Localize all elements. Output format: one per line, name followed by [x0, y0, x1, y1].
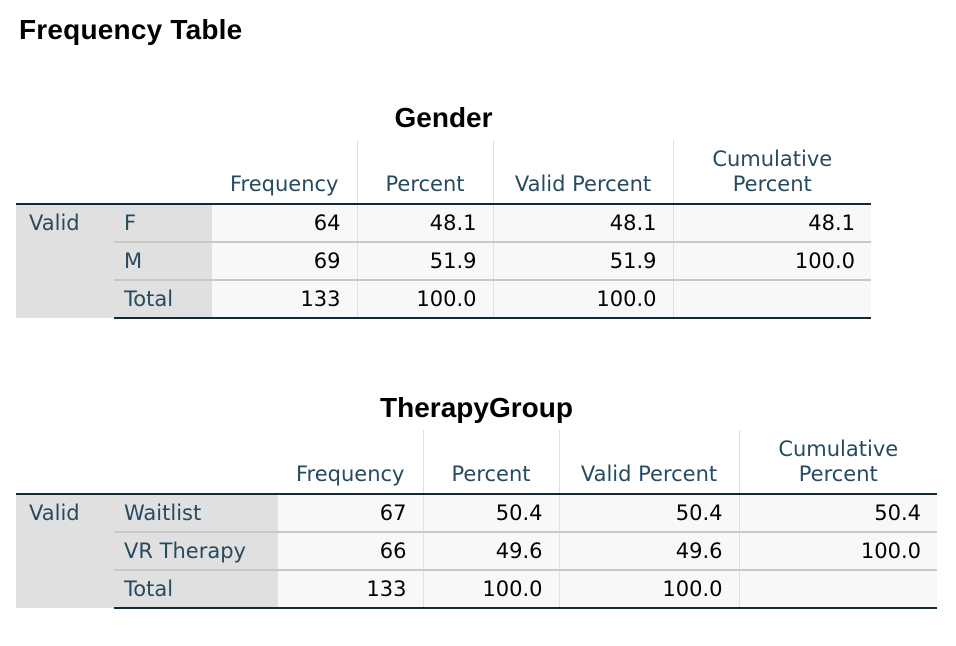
valid-percent-cell: 51.9 — [492, 242, 673, 281]
page-title: Frequency Table — [19, 14, 243, 45]
column-header-valid-percent: Valid Percent — [558, 430, 739, 494]
gender-frequency-table: Gender Frequency Percent Valid Percent C… — [16, 98, 871, 319]
row-label: M — [114, 242, 212, 281]
frequency-cell: 64 — [212, 203, 357, 243]
percent-cell: 100.0 — [422, 570, 559, 609]
table-row: Valid Waitlist 67 50.4 50.4 50.4 — [16, 493, 937, 608]
column-header-cumulative-percent: Cumulative Percent — [672, 140, 871, 204]
percent-cell: 51.9 — [356, 242, 493, 281]
cumulative-percent-cell: 48.1 — [672, 203, 871, 243]
frequency-cell: 133 — [278, 570, 423, 609]
corner-cell — [114, 430, 278, 494]
header-row: Frequency Percent Valid Percent Cumulati… — [16, 140, 871, 204]
cumulative-percent-cell: 50.4 — [738, 493, 937, 533]
frequency-cell: 67 — [278, 493, 423, 533]
cumulative-percent-cell: 100.0 — [738, 532, 937, 571]
row-label: F — [114, 203, 212, 243]
valid-percent-cell: 49.6 — [558, 532, 739, 571]
percent-cell: 50.4 — [422, 493, 559, 533]
percent-cell: 49.6 — [422, 532, 559, 571]
frequency-cell: 69 — [212, 242, 357, 281]
header-row: Frequency Percent Valid Percent Cumulati… — [16, 430, 937, 494]
column-header-percent: Percent — [422, 430, 559, 494]
row-label: Total — [114, 570, 278, 609]
table-row: Valid F 64 48.1 48.1 48.1 — [16, 203, 871, 318]
valid-percent-cell: 100.0 — [558, 570, 739, 609]
column-header-cumulative-percent: Cumulative Percent — [738, 430, 937, 494]
percent-cell: 100.0 — [356, 280, 493, 319]
corner-cell — [114, 140, 212, 204]
table-title: TherapyGroup — [380, 392, 573, 423]
valid-percent-cell: 100.0 — [492, 280, 673, 319]
table-row-total: Total 133 100.0 100.0 — [16, 280, 871, 319]
table-row: VR Therapy 66 49.6 49.6 100.0 — [16, 532, 937, 571]
percent-cell: 48.1 — [356, 203, 493, 243]
therapygroup-frequency-table: TherapyGroup Frequency Percent Valid Per… — [16, 388, 937, 609]
valid-percent-cell: 48.1 — [492, 203, 673, 243]
table-row: M 69 51.9 51.9 100.0 — [16, 242, 871, 281]
row-group-label: Valid — [16, 203, 114, 318]
column-header-valid-percent: Valid Percent — [492, 140, 673, 204]
cumulative-percent-cell — [738, 570, 937, 609]
row-label: VR Therapy — [114, 532, 278, 571]
frequency-cell: 133 — [212, 280, 357, 319]
column-header-percent: Percent — [356, 140, 493, 204]
cumulative-percent-cell: 100.0 — [672, 242, 871, 281]
column-header-frequency: Frequency — [230, 172, 339, 196]
column-header-frequency: Frequency — [296, 462, 405, 486]
cumulative-percent-cell — [672, 280, 871, 319]
row-group-label: Valid — [16, 493, 114, 608]
frequency-cell: 66 — [278, 532, 423, 571]
valid-percent-cell: 50.4 — [558, 493, 739, 533]
table-title: Gender — [394, 102, 493, 133]
row-label: Total — [114, 280, 212, 319]
corner-cell — [16, 430, 114, 494]
table-row-total: Total 133 100.0 100.0 — [16, 570, 937, 609]
corner-cell — [16, 140, 114, 204]
row-label: Waitlist — [114, 493, 278, 533]
